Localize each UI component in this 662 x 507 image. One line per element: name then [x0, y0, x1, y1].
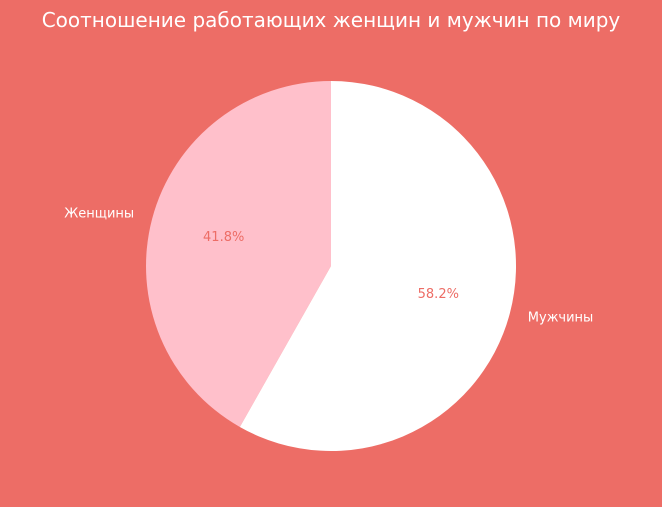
slice-label-men: Мужчины	[528, 310, 594, 325]
slice-value-label-women: 41.8%	[203, 230, 244, 245]
chart-title: Соотношение работающих женщин и мужчин п…	[42, 8, 621, 32]
pie-labels: Женщины 41.8% Мужчины 58.2%	[64, 207, 593, 326]
pie-slice-men	[239, 81, 517, 451]
slice-label-women: Женщины	[64, 207, 134, 222]
pie-slices	[146, 81, 517, 451]
pie-slice-women	[146, 81, 331, 427]
slice-value-label-men: 58.2%	[418, 287, 459, 302]
